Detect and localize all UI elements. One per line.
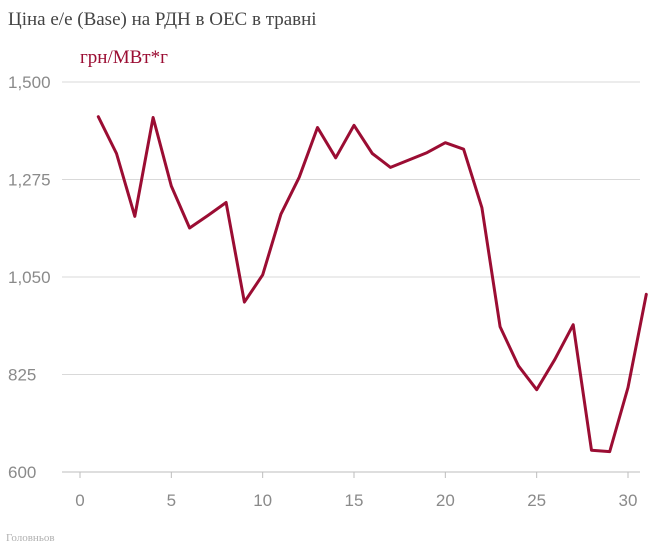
x-tick-label: 20 bbox=[436, 491, 455, 510]
source-credit: Головньов bbox=[6, 532, 55, 544]
y-tick-label: 1,275 bbox=[8, 171, 51, 190]
chart-title: Ціна е/е (Base) на РДН в ОЕС в травні bbox=[8, 9, 317, 30]
x-tick-label: 30 bbox=[619, 491, 638, 510]
gridlines bbox=[62, 81, 640, 473]
x-tick-label: 0 bbox=[75, 491, 84, 510]
y-tick-labels: 600 825 1,050 1,275 1,500 bbox=[8, 73, 51, 482]
series-layer bbox=[96, 115, 648, 454]
x-tick-labels: 0 5 10 15 20 25 30 bbox=[75, 472, 637, 510]
series-line bbox=[96, 115, 648, 454]
y-tick-label: 600 bbox=[8, 463, 36, 482]
y-tick-label: 825 bbox=[8, 366, 36, 385]
x-tick-label: 25 bbox=[527, 491, 546, 510]
x-tick-label: 10 bbox=[253, 491, 272, 510]
x-tick-label: 15 bbox=[345, 491, 364, 510]
y-axis-unit-label: грн/МВт*г bbox=[80, 47, 168, 68]
x-tick-label: 5 bbox=[167, 491, 176, 510]
y-tick-label: 1,500 bbox=[8, 73, 51, 92]
y-tick-label: 1,050 bbox=[8, 268, 51, 287]
